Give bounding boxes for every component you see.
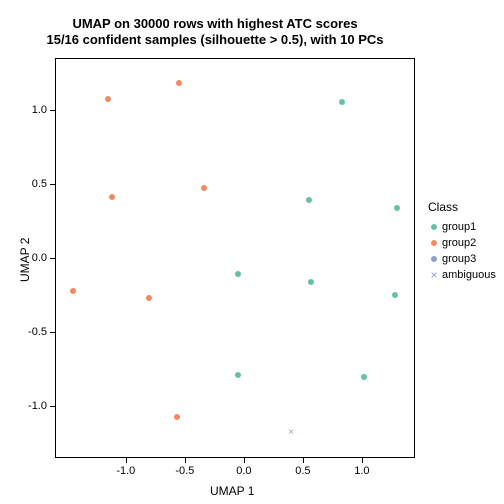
legend-item-group1: group1 [428, 220, 496, 234]
x-tick-label: 1.0 [354, 465, 369, 477]
legend-label: group3 [442, 253, 476, 265]
data-point-group2 [105, 96, 111, 102]
x-tick [362, 458, 363, 463]
y-tick-label: -1.0 [22, 400, 47, 412]
chart-title: UMAP on 30000 rows with highest ATC scor… [0, 16, 430, 47]
data-point-group1 [394, 205, 400, 211]
data-point-group1 [306, 197, 312, 203]
x-tick [185, 458, 186, 463]
data-point-group1 [361, 374, 367, 380]
legend-label: ambiguous [442, 269, 496, 281]
data-point-group2 [174, 414, 180, 420]
data-point-group1 [339, 99, 345, 105]
chart-title-line1: UMAP on 30000 rows with highest ATC scor… [0, 16, 430, 32]
y-tick-label: -0.5 [22, 326, 47, 338]
data-point-group1 [235, 271, 241, 277]
legend-title: Class [428, 200, 496, 214]
y-tick [50, 184, 55, 185]
dot-icon [428, 221, 440, 233]
y-tick [50, 332, 55, 333]
legend-label: group2 [442, 237, 476, 249]
legend-item-group3: group3 [428, 252, 496, 266]
x-tick [303, 458, 304, 463]
legend-label: group1 [442, 221, 476, 233]
plot-area [55, 58, 415, 458]
y-tick [50, 258, 55, 259]
data-point-group1 [308, 279, 314, 285]
data-point-group1 [392, 292, 398, 298]
legend: Class group1group2group3×ambiguous [428, 200, 496, 284]
dot-icon [428, 253, 440, 265]
x-tick-label: 0.5 [295, 465, 310, 477]
y-tick-label: 0.0 [22, 252, 47, 264]
x-tick [244, 458, 245, 463]
chart-title-line2: 15/16 confident samples (silhouette > 0.… [0, 32, 430, 48]
data-point-group2 [176, 80, 182, 86]
legend-item-group2: group2 [428, 236, 496, 250]
data-point-group2 [70, 288, 76, 294]
x-axis-label: UMAP 1 [210, 484, 254, 498]
y-tick-label: 1.0 [22, 104, 47, 116]
y-tick [50, 110, 55, 111]
data-point-group2 [109, 194, 115, 200]
x-tick-label: -1.0 [116, 465, 135, 477]
dot-icon [428, 237, 440, 249]
data-point-group2 [146, 295, 152, 301]
umap-scatter-chart: UMAP on 30000 rows with highest ATC scor… [0, 0, 504, 504]
data-point-group2 [201, 185, 207, 191]
data-point-group1 [235, 372, 241, 378]
cross-icon: × [428, 269, 440, 281]
x-tick-label: 0.0 [236, 465, 251, 477]
legend-item-ambiguous: ×ambiguous [428, 268, 496, 282]
y-tick [50, 406, 55, 407]
y-tick-label: 0.5 [22, 178, 47, 190]
data-point-ambiguous: × [287, 430, 295, 438]
x-tick [126, 458, 127, 463]
x-tick-label: -0.5 [175, 465, 194, 477]
